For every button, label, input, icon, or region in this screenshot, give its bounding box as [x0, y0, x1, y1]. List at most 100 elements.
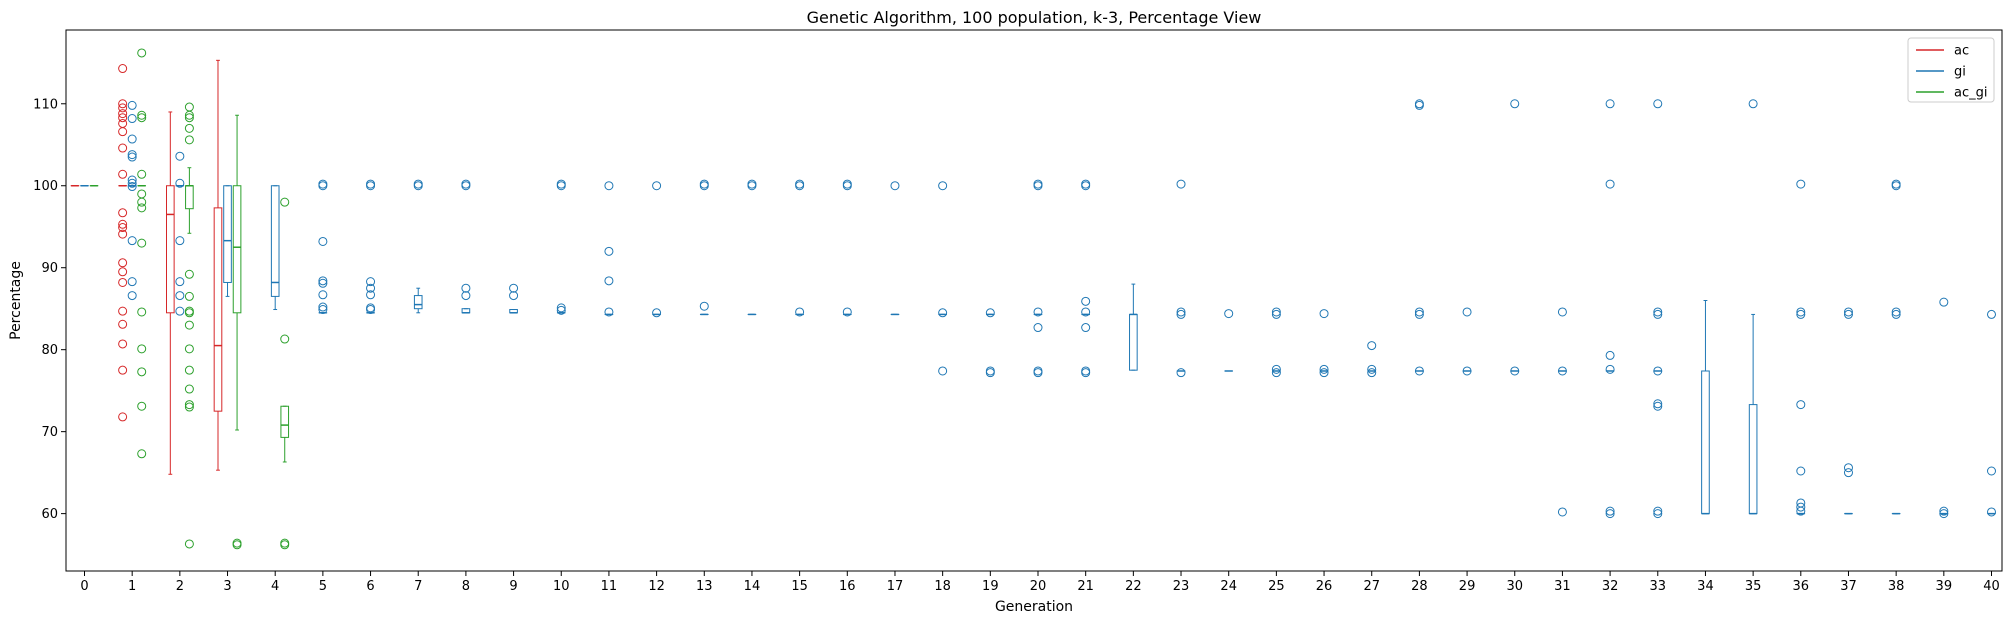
- outlier-ac-gen-1: [118, 64, 128, 74]
- outlier-gi-gen-10: [556, 305, 566, 315]
- outlier-gi-gen-23: [1176, 307, 1186, 317]
- x-tick-label: 3: [223, 579, 231, 594]
- outlier-gi-gen-23: [1176, 368, 1186, 378]
- outlier-ac_gi-gen-2: [184, 400, 194, 410]
- outlier-gi-gen-31: [1557, 307, 1567, 317]
- outlier-ac_gi-gen-2: [184, 365, 194, 375]
- outlier-gi-gen-2: [175, 291, 185, 301]
- outlier-gi-gen-1: [127, 291, 137, 301]
- outlier-gi-gen-36: [1796, 506, 1806, 516]
- outlier-gi-gen-24: [1224, 309, 1234, 319]
- outlier-gi-gen-35: [1748, 99, 1758, 109]
- outlier-ac_gi-gen-2: [184, 384, 194, 394]
- outlier-gi-gen-11: [604, 276, 614, 286]
- outlier-gi-gen-38: [1891, 307, 1901, 317]
- outlier-ac_gi-gen-1: [137, 367, 147, 377]
- outlier-gi-gen-15: [795, 179, 805, 189]
- x-tick-label: 37: [1840, 579, 1857, 594]
- outlier-gi-gen-1: [127, 134, 137, 144]
- box-gi-gen-35: [1748, 404, 1758, 515]
- outlier-gi-gen-29: [1462, 366, 1472, 376]
- outlier-ac-gen-1: [118, 412, 128, 422]
- x-tick-label: 25: [1268, 579, 1285, 594]
- outlier-gi-gen-8: [461, 283, 471, 293]
- outlier-gi-gen-32: [1605, 506, 1615, 516]
- outlier-gi-gen-21: [1081, 368, 1091, 378]
- outlier-ac-gen-1: [118, 208, 128, 218]
- outlier-gi-gen-18: [938, 181, 948, 191]
- outlier-gi-gen-11: [604, 246, 614, 256]
- x-tick-label: 1: [128, 579, 136, 594]
- outlier-gi-gen-10: [556, 179, 566, 189]
- outlier-gi-gen-26: [1319, 309, 1329, 319]
- legend-label-ac: ac: [1954, 44, 1969, 59]
- outlier-gi-gen-19: [985, 308, 995, 318]
- x-tick-label: 17: [887, 579, 904, 594]
- outlier-ac_gi-gen-1: [137, 197, 147, 207]
- outlier-ac-gen-1: [118, 267, 128, 277]
- outlier-gi-gen-32: [1605, 364, 1615, 374]
- x-tick-label: 39: [1936, 579, 1953, 594]
- outlier-ac_gi-gen-1: [137, 169, 147, 179]
- outlier-ac-gen-1: [118, 219, 128, 229]
- outlier-gi-gen-33: [1653, 401, 1663, 411]
- outlier-ac-gen-1: [118, 118, 128, 128]
- outlier-ac_gi-gen-2: [184, 102, 194, 112]
- outlier-gi-gen-40: [1987, 466, 1996, 476]
- x-tick-label: 22: [1125, 579, 1142, 594]
- outlier-gi-gen-31: [1557, 366, 1567, 376]
- outlier-gi-gen-5: [318, 236, 328, 246]
- outlier-gi-gen-38: [1891, 309, 1901, 319]
- outlier-ac_gi-gen-2: [184, 344, 194, 354]
- x-tick-label: 4: [271, 579, 279, 594]
- outlier-gi-gen-19: [985, 368, 995, 378]
- outlier-gi-gen-20: [1033, 323, 1043, 333]
- x-tick-label: 21: [1077, 579, 1094, 594]
- outlier-ac-gen-1: [118, 277, 128, 287]
- outlier-gi-gen-6: [366, 290, 376, 300]
- outlier-gi-gen-23: [1176, 309, 1186, 319]
- outlier-ac_gi-gen-1: [137, 344, 147, 354]
- x-tick-label: 29: [1459, 579, 1476, 594]
- outlier-ac_gi-gen-2: [184, 135, 194, 145]
- outlier-gi-gen-39: [1939, 297, 1949, 307]
- box-ac-gen-3: [213, 207, 223, 412]
- x-tick-label: 23: [1173, 579, 1190, 594]
- x-tick-label: 28: [1411, 579, 1428, 594]
- outlier-gi-gen-33: [1653, 509, 1663, 519]
- outlier-gi-gen-1: [127, 175, 137, 185]
- outlier-ac_gi-gen-3: [232, 540, 242, 550]
- outlier-gi-gen-16: [842, 179, 852, 189]
- outlier-gi-gen-14: [747, 179, 757, 189]
- outlier-gi-gen-25: [1271, 364, 1281, 374]
- x-tick-label: 7: [414, 579, 422, 594]
- outlier-gi-gen-5: [318, 302, 328, 312]
- outlier-gi-gen-30: [1510, 99, 1520, 109]
- outlier-ac_gi-gen-2: [184, 291, 194, 301]
- outlier-gi-gen-32: [1605, 179, 1615, 189]
- outlier-gi-gen-1: [127, 178, 137, 188]
- outlier-gi-gen-30: [1510, 366, 1520, 376]
- outlier-ac_gi-gen-4: [280, 540, 290, 550]
- x-tick-label: 33: [1650, 579, 1667, 594]
- outlier-gi-gen-37: [1843, 307, 1853, 317]
- outlier-ac_gi-gen-4: [280, 197, 290, 207]
- plot-frame: [65, 29, 2003, 572]
- outlier-ac-gen-1: [118, 223, 128, 233]
- outlier-gi-gen-17: [890, 181, 900, 191]
- x-tick-label: 36: [1793, 579, 1810, 594]
- y-tick-label: 110: [33, 97, 58, 112]
- box-gi-gen-4: [270, 185, 280, 297]
- outlier-gi-gen-27: [1367, 364, 1377, 374]
- box-ac_gi-gen-2: [185, 185, 194, 210]
- x-tick-label: 38: [1888, 579, 1905, 594]
- outlier-gi-gen-21: [1081, 307, 1091, 317]
- outlier-gi-gen-36: [1796, 309, 1806, 319]
- x-tick-label: 11: [601, 579, 618, 594]
- legend-label-gi: gi: [1954, 65, 1966, 80]
- x-tick-label: 0: [80, 579, 88, 594]
- outlier-ac_gi-gen-1: [137, 401, 147, 411]
- outlier-gi-gen-6: [366, 277, 376, 287]
- outlier-ac_gi-gen-1: [137, 110, 147, 120]
- outlier-ac_gi-gen-2: [184, 539, 194, 549]
